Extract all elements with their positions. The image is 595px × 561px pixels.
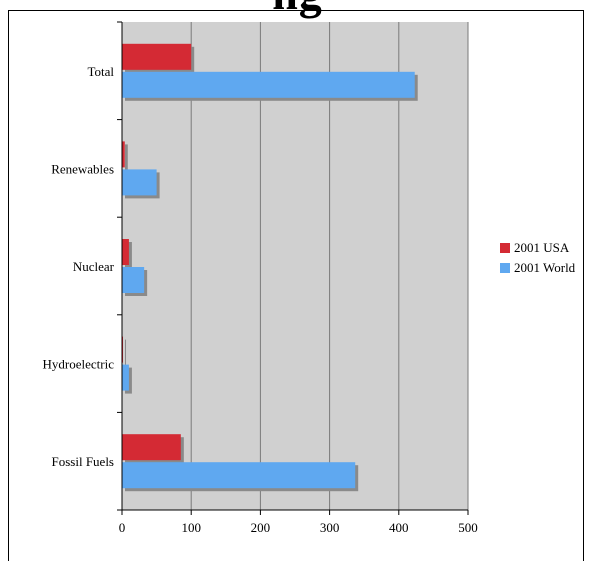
bar-shadow — [125, 339, 126, 366]
bar-fossil-fuels-2001-usa — [122, 434, 181, 461]
bar-nuclear-2001-world — [122, 267, 145, 293]
category-label-nuclear: Nuclear — [73, 259, 115, 274]
x-tick-label-200: 200 — [251, 520, 271, 535]
bar-total-2001-world — [122, 71, 415, 98]
bar-total-2001-usa — [122, 43, 192, 70]
legend-swatch-0 — [500, 243, 510, 253]
bar-nuclear-2001-usa — [122, 239, 129, 265]
category-label-total: Total — [87, 64, 114, 79]
x-tick-label-100: 100 — [181, 520, 201, 535]
chart-frame — [8, 10, 584, 561]
bar-hydroelectric-2001-world — [122, 364, 129, 391]
x-tick-label-300: 300 — [320, 520, 340, 535]
legend-entry-0: 2001 USA — [514, 240, 570, 255]
chart-title-fragment: ng — [0, 0, 595, 17]
legend-swatch-1 — [500, 263, 510, 273]
bar-shadow — [125, 144, 128, 171]
category-label-renewables: Renewables — [51, 161, 114, 176]
bar-renewables-2001-usa — [122, 141, 125, 168]
category-label-fossil-fuels: Fossil Fuels — [52, 454, 115, 469]
x-tick-label-0: 0 — [119, 520, 126, 535]
x-tick-label-400: 400 — [389, 520, 409, 535]
bar-fossil-fuels-2001-world — [122, 462, 356, 489]
legend-entry-1: 2001 World — [514, 260, 576, 275]
plot-area — [122, 22, 468, 510]
category-label-hydroelectric: Hydroelectric — [43, 357, 115, 372]
bar-renewables-2001-world — [122, 169, 157, 196]
x-tick-label-500: 500 — [458, 520, 478, 535]
